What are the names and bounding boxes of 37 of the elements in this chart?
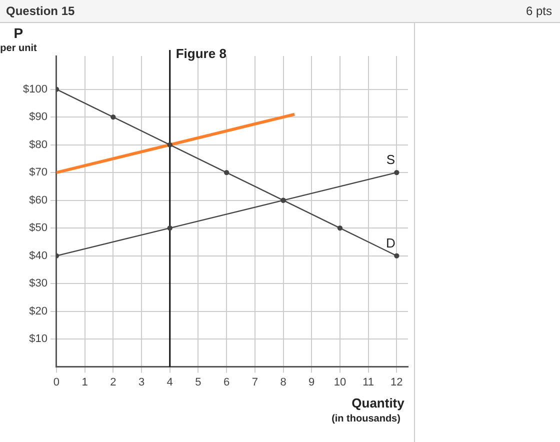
y-tick-label: $40: [29, 250, 48, 262]
x-tick-label: 2: [110, 376, 116, 388]
y-tick-label: $30: [29, 278, 48, 290]
y-tick-label: $80: [29, 138, 48, 151]
chart-title: Figure 8: [176, 46, 226, 62]
x-tick-label: 7: [252, 376, 258, 388]
y-tick-label: $50: [29, 222, 48, 234]
x-tick-label: 12: [390, 376, 403, 388]
y-tick-label: $10: [29, 333, 48, 346]
point: [224, 170, 230, 176]
text: Question 15: [6, 4, 75, 18]
y-tick-label: $20: [29, 305, 48, 318]
x-tick-label: 6: [224, 376, 230, 388]
y-tick-label: $100: [22, 83, 48, 96]
point: [167, 142, 172, 148]
y-axis-title: P per unit: [0, 24, 38, 54]
x-tick-label: 0: [53, 376, 60, 388]
series-label: S: [386, 152, 396, 168]
x-tick-label: 9: [308, 376, 315, 388]
text: 6 pts: [526, 4, 552, 18]
y-tick-label: $90: [29, 111, 48, 124]
x-tick-label: 11: [362, 376, 374, 388]
point: [167, 225, 172, 231]
x-axis-title: Quantity (in thousands): [332, 395, 406, 425]
series-label: D: [386, 235, 396, 250]
x-tick-label: 1: [82, 376, 88, 388]
point: [394, 170, 400, 176]
y-tick-label: $70: [29, 166, 48, 179]
x-tick-label: 8: [280, 376, 286, 388]
x-tick-label: 4: [166, 376, 173, 388]
y-tick-label: $60: [29, 194, 48, 206]
point: [337, 225, 343, 231]
x-tick-label: 10: [334, 376, 346, 388]
point: [110, 114, 116, 120]
x-tick-label: 5: [195, 376, 202, 388]
point: [394, 253, 400, 258]
x-tick-label: 3: [138, 376, 145, 388]
